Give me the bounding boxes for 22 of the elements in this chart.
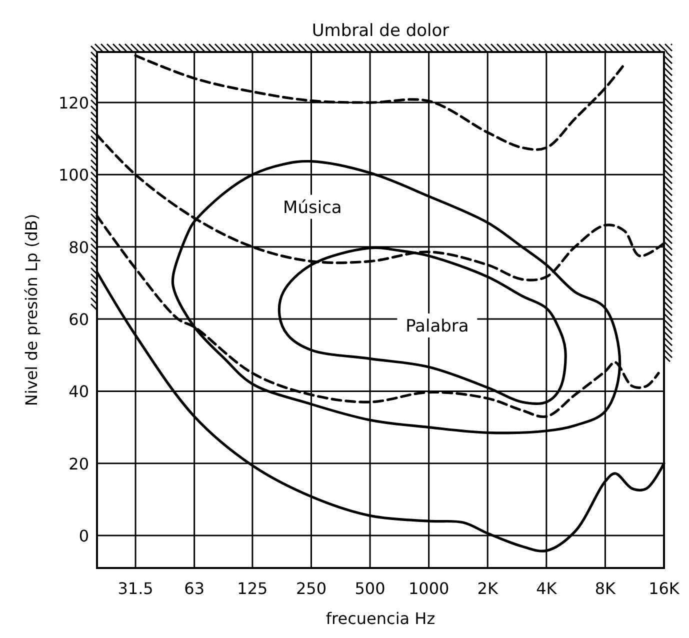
annotation: Música: [283, 198, 342, 218]
y-tick-label: 0: [78, 526, 89, 546]
y-tick-label: 120: [58, 94, 89, 113]
x-tick-label: 1000: [408, 579, 450, 598]
x-tick-label: 4K: [536, 579, 558, 598]
y-tick-label: 80: [68, 238, 89, 257]
x-tick-label: 500: [354, 579, 386, 598]
x-axis-title: frecuencia Hz: [326, 609, 436, 628]
x-tick-label: 125: [237, 579, 268, 598]
y-tick-label: 100: [58, 166, 89, 185]
x-tick-label: 31.5: [118, 579, 154, 598]
y-axis-title: Nivel de presión Lp (dB): [22, 214, 41, 406]
x-tick-label: 250: [296, 579, 327, 598]
y-tick-label: 60: [68, 310, 89, 330]
x-tick-label: 16K: [648, 579, 680, 598]
x-tick-label: 8K: [594, 579, 616, 598]
y-tick-label: 20: [68, 454, 89, 474]
y-tick-label: 40: [68, 382, 89, 402]
chart-title: Umbral de dolor: [312, 21, 450, 41]
annotation: Palabra: [406, 316, 469, 336]
x-tick-label: 2K: [477, 579, 498, 598]
x-tick-label: 63: [184, 579, 205, 598]
